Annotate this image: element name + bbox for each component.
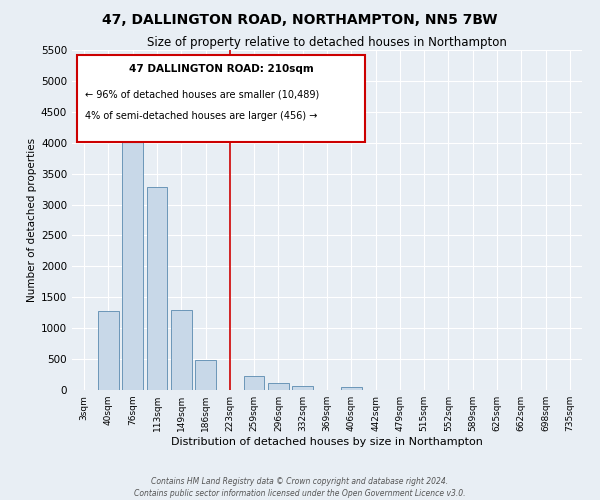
- Title: Size of property relative to detached houses in Northampton: Size of property relative to detached ho…: [147, 36, 507, 49]
- Bar: [341, 387, 362, 390]
- FancyBboxPatch shape: [77, 55, 365, 142]
- Bar: [195, 360, 216, 390]
- Bar: [146, 187, 167, 390]
- Bar: [171, 310, 191, 390]
- Text: 4% of semi-detached houses are larger (456) →: 4% of semi-detached houses are larger (4…: [85, 111, 317, 121]
- Bar: [122, 124, 143, 390]
- Bar: [98, 312, 119, 390]
- Bar: [244, 376, 265, 390]
- Text: 47 DALLINGTON ROAD: 210sqm: 47 DALLINGTON ROAD: 210sqm: [129, 64, 314, 74]
- X-axis label: Distribution of detached houses by size in Northampton: Distribution of detached houses by size …: [171, 437, 483, 447]
- Bar: [292, 386, 313, 390]
- Text: ← 96% of detached houses are smaller (10,489): ← 96% of detached houses are smaller (10…: [85, 89, 319, 99]
- Bar: [268, 383, 289, 390]
- Y-axis label: Number of detached properties: Number of detached properties: [27, 138, 37, 302]
- Text: Contains HM Land Registry data © Crown copyright and database right 2024.
Contai: Contains HM Land Registry data © Crown c…: [134, 476, 466, 498]
- Text: 47, DALLINGTON ROAD, NORTHAMPTON, NN5 7BW: 47, DALLINGTON ROAD, NORTHAMPTON, NN5 7B…: [102, 12, 498, 26]
